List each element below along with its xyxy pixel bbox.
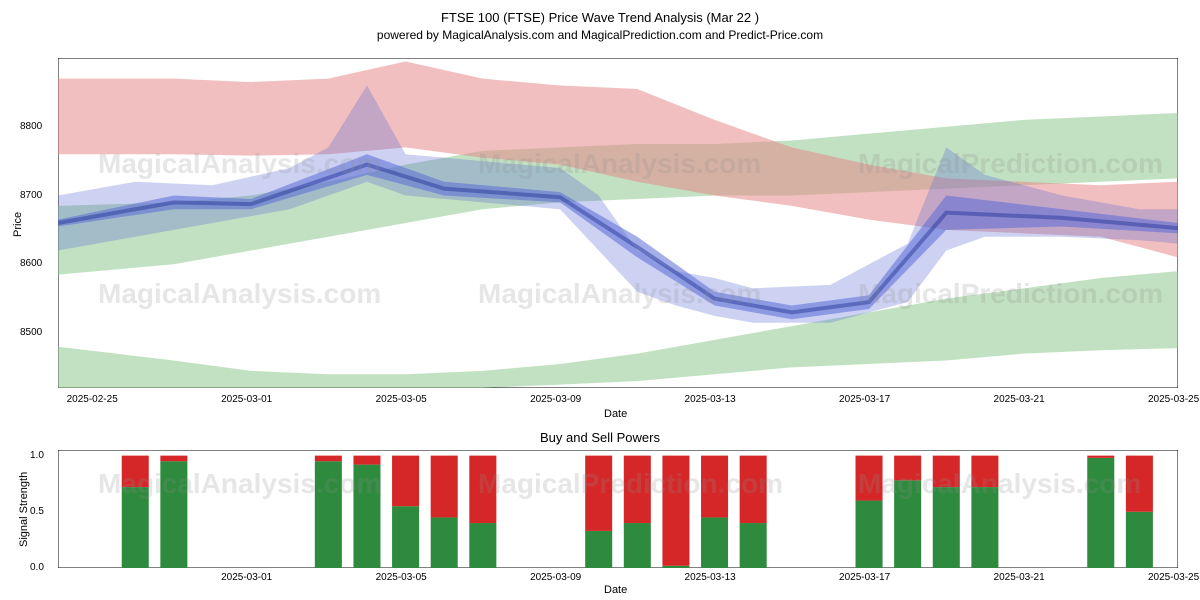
x-tick: 2025-03-25 <box>1148 394 1199 405</box>
y-tick: 8800 <box>20 121 42 132</box>
x-tick: 2025-03-09 <box>530 572 581 583</box>
x-tick: 2025-03-21 <box>994 394 1045 405</box>
x-tick: 2025-03-05 <box>376 572 427 583</box>
figure-container: FTSE 100 (FTSE) Price Wave Trend Analysi… <box>0 0 1200 600</box>
x-tick: 2025-03-25 <box>1148 572 1199 583</box>
main-title: FTSE 100 (FTSE) Price Wave Trend Analysi… <box>0 10 1200 25</box>
y-tick: 1.0 <box>30 450 44 461</box>
sub-title: powered by MagicalAnalysis.com and Magic… <box>0 28 1200 42</box>
x-tick: 2025-03-21 <box>994 572 1045 583</box>
price-xlabel: Date <box>604 408 627 420</box>
y-tick: 8600 <box>20 258 42 269</box>
signal-ylabel: Signal Strength <box>18 472 30 547</box>
x-tick: 2025-03-13 <box>685 572 736 583</box>
bottom-title: Buy and Sell Powers <box>0 430 1200 445</box>
price-wave-chart: MagicalAnalysis.com MagicalAnalysis.com … <box>58 58 1178 388</box>
x-tick: 2025-03-17 <box>839 394 890 405</box>
y-tick: 0.0 <box>30 562 44 573</box>
signal-xlabel: Date <box>604 584 627 596</box>
x-tick: 2025-03-01 <box>221 394 272 405</box>
x-tick: 2025-03-09 <box>530 394 581 405</box>
x-tick: 2025-03-05 <box>376 394 427 405</box>
buy-sell-chart: MagicalAnalysis.com MagicalPrediction.co… <box>58 450 1178 568</box>
x-tick: 2025-03-17 <box>839 572 890 583</box>
price-ylabel: Price <box>12 212 24 237</box>
x-tick: 2025-02-25 <box>67 394 118 405</box>
x-tick: 2025-03-13 <box>685 394 736 405</box>
y-tick: 8500 <box>20 327 42 338</box>
x-tick: 2025-03-01 <box>221 572 272 583</box>
y-tick: 8700 <box>20 190 42 201</box>
y-tick: 0.5 <box>30 506 44 517</box>
